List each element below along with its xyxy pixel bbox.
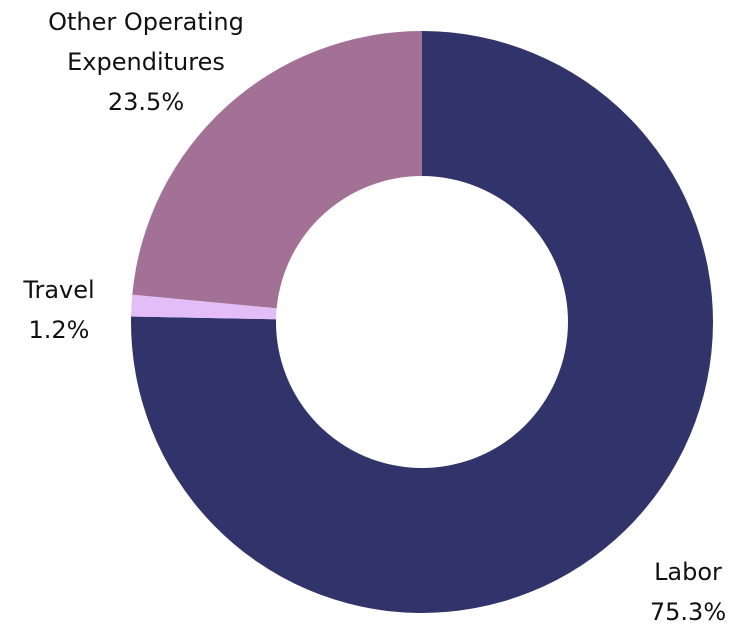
donut-slice: [132, 31, 422, 309]
slice-label: Labor 75.3%: [608, 552, 733, 632]
slice-label: Travel 1.2%: [0, 270, 139, 350]
slice-label: Other Operating Expenditures 23.5%: [6, 2, 286, 122]
donut-slice: [131, 294, 277, 320]
donut-slice: [131, 31, 713, 613]
category-name: Travel: [23, 276, 95, 304]
category-name: Labor: [654, 558, 722, 586]
value-label: 23.5%: [107, 88, 185, 116]
category-name: Other Operating Expenditures: [48, 8, 244, 76]
value-label: 75.3%: [649, 598, 727, 626]
value-label: 1.2%: [28, 316, 90, 344]
